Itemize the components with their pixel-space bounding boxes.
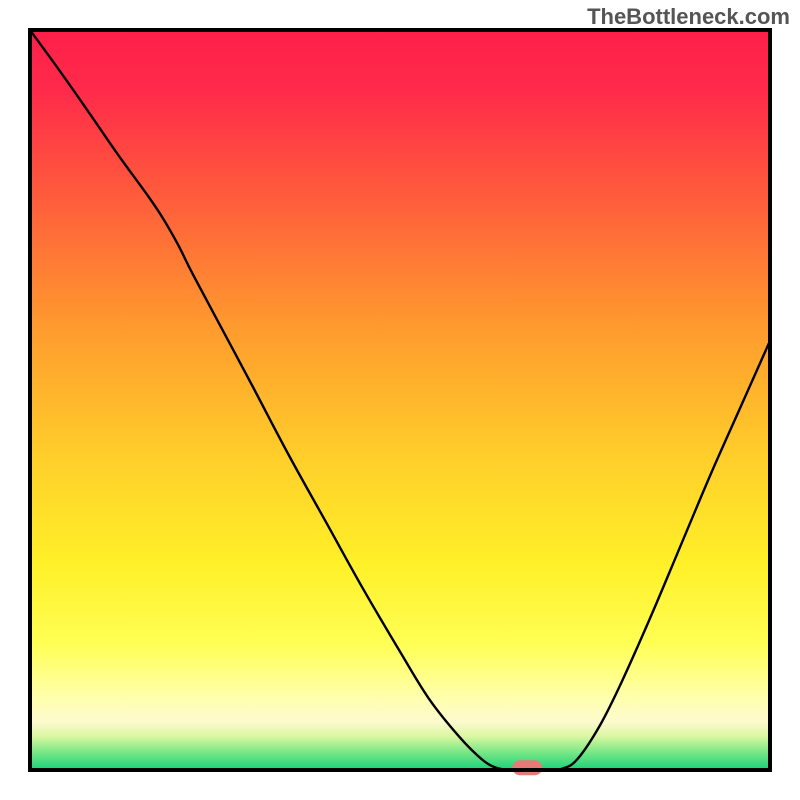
- gradient-background: [30, 30, 770, 770]
- chart-container: TheBottleneck.com: [0, 0, 800, 800]
- optimal-marker: [512, 760, 542, 775]
- bottleneck-chart: [0, 0, 800, 800]
- watermark-text: TheBottleneck.com: [587, 4, 790, 30]
